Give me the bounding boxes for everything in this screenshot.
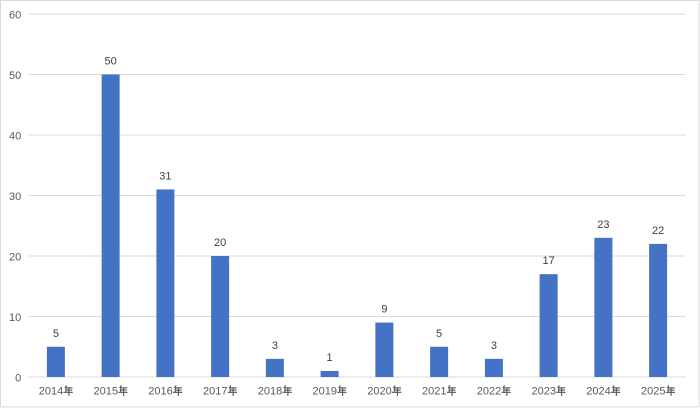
svg-text:2025: 2025 [641, 386, 665, 398]
svg-text:2016: 2016 [148, 386, 172, 398]
svg-text:23: 23 [597, 219, 609, 231]
svg-text:50: 50 [104, 56, 116, 68]
svg-text:2014: 2014 [39, 386, 63, 398]
svg-text:50: 50 [9, 70, 21, 82]
svg-text:10: 10 [9, 312, 21, 324]
svg-text:22: 22 [652, 225, 664, 237]
svg-text:5: 5 [53, 328, 59, 340]
svg-text:60: 60 [9, 9, 21, 21]
svg-text:20: 20 [214, 237, 226, 249]
svg-text:5: 5 [436, 328, 442, 340]
svg-text:2024: 2024 [586, 386, 610, 398]
svg-text:2022: 2022 [477, 386, 501, 398]
svg-text:31: 31 [159, 170, 171, 182]
svg-text:0: 0 [15, 372, 21, 384]
svg-text:30: 30 [9, 191, 21, 203]
svg-text:20: 20 [9, 251, 21, 263]
svg-text:40: 40 [9, 130, 21, 142]
svg-text:2020: 2020 [367, 386, 391, 398]
svg-text:9: 9 [381, 304, 387, 316]
svg-text:2021: 2021 [422, 386, 446, 398]
svg-text:2018: 2018 [258, 386, 282, 398]
svg-text:17: 17 [542, 255, 554, 267]
svg-text:3: 3 [272, 340, 278, 352]
svg-text:3: 3 [491, 340, 497, 352]
svg-text:2015: 2015 [93, 386, 117, 398]
svg-text:2017: 2017 [203, 386, 227, 398]
svg-text:2023: 2023 [531, 386, 555, 398]
svg-text:1: 1 [327, 352, 333, 364]
svg-text:2019: 2019 [312, 386, 336, 398]
